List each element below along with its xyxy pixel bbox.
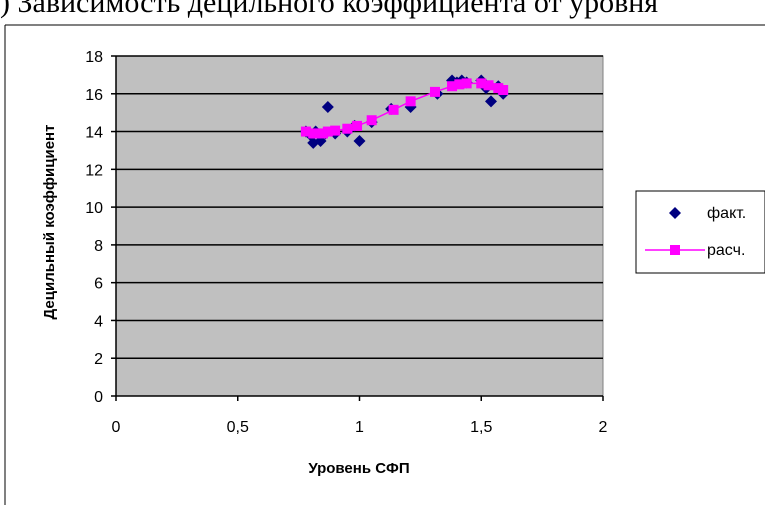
- x-tick-label: 2: [599, 419, 608, 436]
- y-tick-label: 6: [94, 276, 103, 293]
- y-tick-label: 10: [85, 200, 103, 217]
- data-point: [321, 101, 334, 113]
- y-tick-label: 18: [85, 49, 103, 66]
- data-point: [447, 81, 458, 92]
- x-axis-title: Уровень СФП: [308, 460, 409, 477]
- legend-label: расч.: [707, 242, 745, 259]
- axes: [111, 55, 604, 401]
- data-point: [366, 115, 377, 126]
- data-point: [476, 78, 487, 89]
- data-point: [310, 128, 321, 139]
- data-point: [342, 123, 353, 134]
- x-tick-label: 1: [355, 419, 364, 436]
- data-point: [484, 95, 497, 108]
- legend-box: [635, 190, 765, 274]
- data-point: [353, 135, 366, 147]
- plot-area: [115, 55, 604, 397]
- y-tick-label: 8: [94, 238, 103, 255]
- legend-marker: [669, 207, 681, 219]
- top-text: ) Зависимость децильного коэффициента от…: [0, 0, 659, 19]
- y-tick-label: 14: [85, 125, 103, 142]
- data-point: [405, 96, 416, 107]
- data-point: [483, 80, 494, 91]
- y-tick-label: 4: [94, 313, 103, 330]
- data-point: [498, 85, 509, 95]
- x-tick-label: 1,5: [470, 419, 492, 436]
- grid-lines: [116, 55, 603, 359]
- y-tick-label: 0: [94, 389, 103, 406]
- y-tick-label: 2: [94, 351, 103, 368]
- data-point: [461, 78, 472, 89]
- y-tick-label: 12: [85, 162, 103, 179]
- legend-label: факт.: [707, 205, 746, 222]
- y-tick-labels: 0 2 4 6 8 10 12 14 16 18: [85, 49, 103, 406]
- x-tick-labels: 0 0,5 1 1,5 2: [112, 419, 608, 436]
- y-axis-title: Децильный коэффициент: [41, 125, 58, 320]
- data-point: [388, 104, 399, 115]
- series-layer: [299, 74, 510, 149]
- series-2: [300, 78, 509, 139]
- legend: факт. расч.: [635, 190, 765, 274]
- x-tick-label: 0: [112, 419, 121, 436]
- data-point: [352, 120, 363, 131]
- data-point: [454, 79, 465, 90]
- x-tick-label: 0,5: [227, 419, 249, 436]
- y-tick-label: 16: [85, 87, 103, 104]
- data-point: [330, 125, 341, 136]
- legend-marker: [670, 245, 680, 255]
- data-point: [322, 126, 333, 137]
- data-point: [429, 86, 440, 97]
- data-point: [300, 126, 311, 137]
